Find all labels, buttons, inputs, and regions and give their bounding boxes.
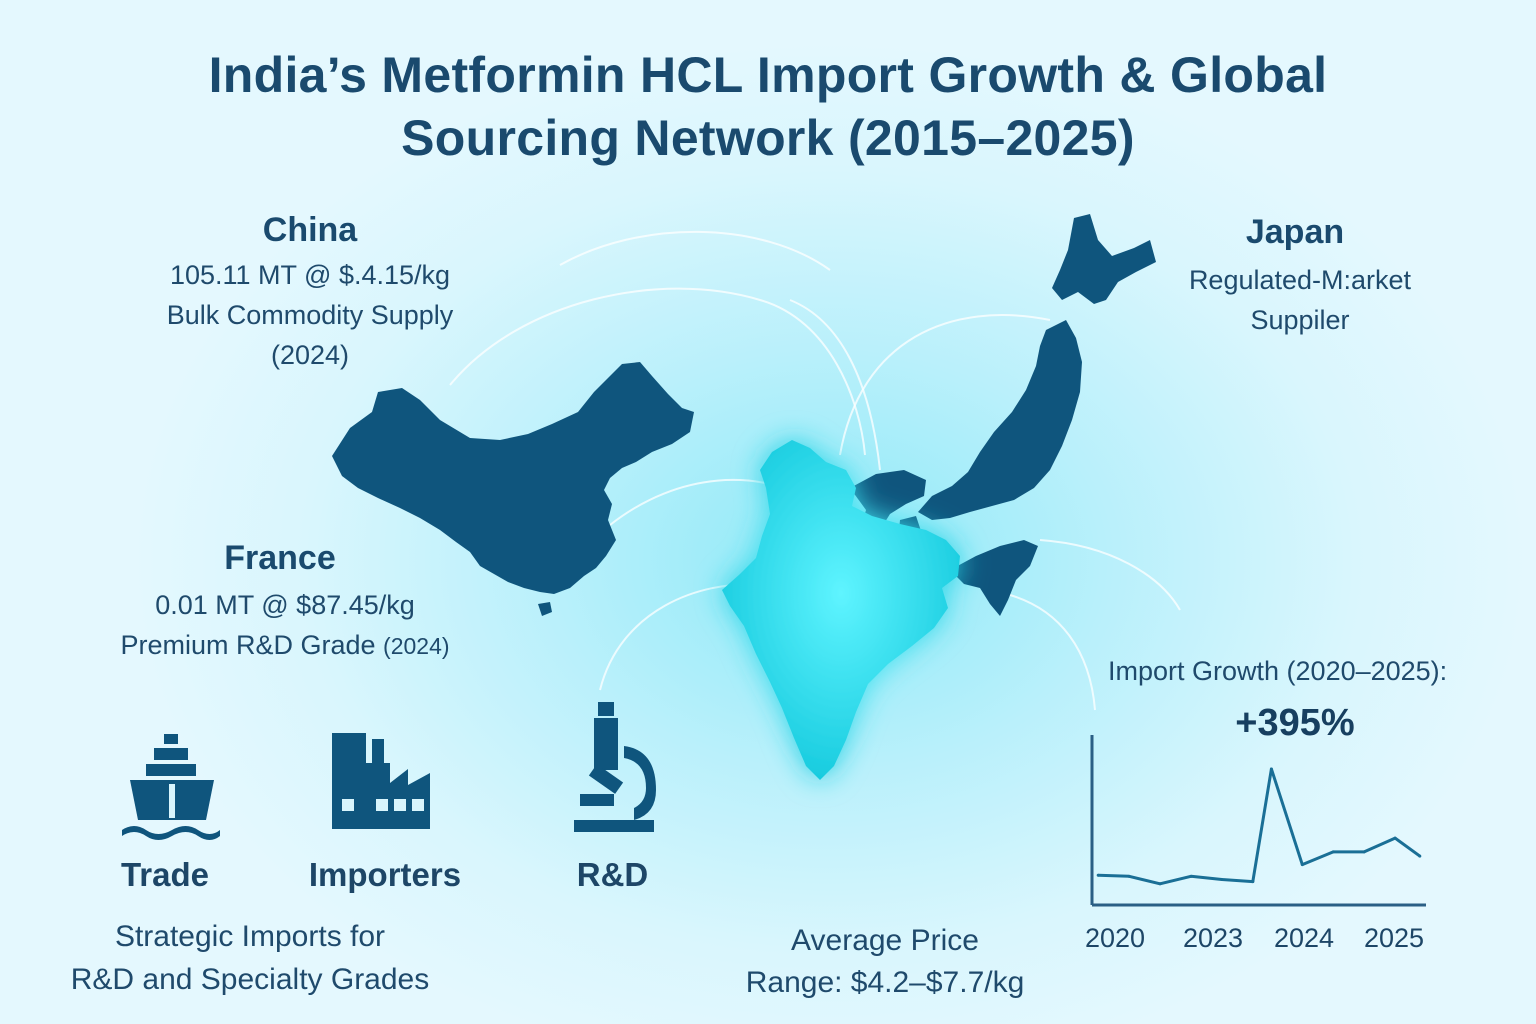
france-title: France [224,539,336,577]
x-tick-2020: 2020 [1085,923,1146,953]
arc-top [559,230,831,271]
france-volume-price: 0.01 MT @ $87.45/kg [155,590,415,620]
title-line-2: Sourcing Network (2015–2025) [401,110,1135,166]
arc-left-sweep [789,299,881,471]
eastern-neighbour-map-shape [950,540,1038,616]
page-title: India’s Metformin HCL Import Growth & Gl… [0,44,1536,170]
japan-details: Regulated-M:arket Suppiler [1140,260,1460,340]
france-grade: Premium R&D Grade (2024) [90,625,480,666]
china-title: China [262,211,358,249]
strategic-imports: Strategic Imports for R&D and Specialty … [30,915,470,1001]
x-tick-2025: 2025 [1364,923,1425,953]
growth-value: +395% [1235,702,1355,744]
x-tick-2023: 2023 [1183,923,1244,953]
rnd-label: R&D [576,856,649,893]
growth-label: Import Growth (2020–2025): [1108,656,1448,686]
france-grade-year: (2024) [383,633,450,659]
hainan-map-shape [538,602,552,616]
china-map-shape [332,362,694,594]
honshu-map-shape [918,320,1082,520]
france-details: 0.01 MT @ $87.45/kg Premium R&D Grade (2… [90,585,480,666]
ship-icon [122,734,220,840]
japan-market: Regulated-M:arket [1188,265,1412,295]
china-supply-type: Bulk Commodity Supply [166,300,454,330]
average-price: Average Price Range: $4.2–$7.7/kg [720,920,1050,1004]
china-year: (2024) [270,340,350,370]
strategic-line-1: Strategic Imports for [114,920,386,953]
microscope-icon [574,702,656,832]
china-details: 105.11 MT @ $.4.15/kg Bulk Commodity Sup… [130,255,490,375]
trade-label: Trade [120,856,210,893]
arc-india-east [1009,594,1096,711]
importers-label: Importers [308,856,462,893]
china-volume-price: 105.11 MT @ $.4.15/kg [169,260,451,290]
hokkaido-map-shape [1052,214,1156,304]
japan-role: Suppiler [1250,305,1350,335]
x-tick-2024: 2024 [1274,923,1335,953]
avg-price-line-1: Average Price [791,924,979,957]
strategic-line-2: R&D and Specialty Grades [70,963,430,996]
india-map-shape [722,440,960,780]
arc-japan-india [839,314,1051,456]
title-line-1: India’s Metformin HCL Import Growth & Gl… [208,47,1328,103]
factory-icon [332,733,430,829]
france-grade-label: Premium R&D Grade [120,630,376,660]
arc-east-1 [1039,539,1181,611]
japan-title: Japan [1245,213,1345,251]
avg-price-line-2: Range: $4.2–$7.7/kg [745,966,1025,999]
arc-china-north [449,287,866,456]
